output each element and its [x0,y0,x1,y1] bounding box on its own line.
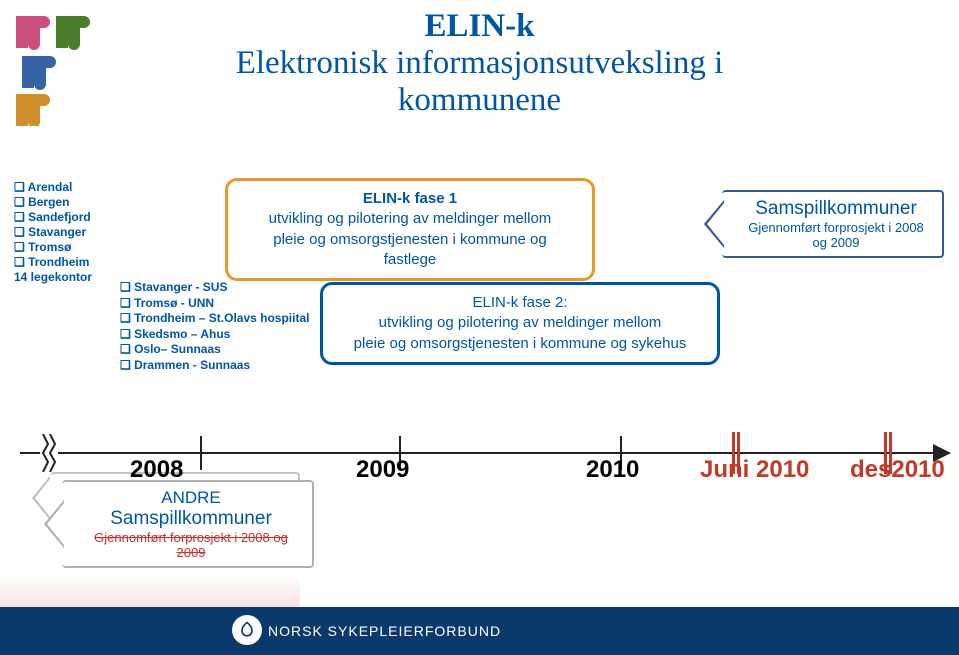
pilot-kommuner-list: ArendalBergenSandefjordStavangerTromsøTr… [14,180,92,285]
samspill-bottom-sub: Gjennomført forprosjekt i 2008 og 2009 [84,530,298,560]
footer-text: NORSK SYKEPLEIERFORBUND [268,623,501,639]
title-line-2: Elektronisk informasjonsutveksling i [0,45,959,82]
timeline-tick [200,436,202,470]
list-item: Arendal [14,180,92,195]
samspill-top-box: Samspillkommuner Gjennomført forprosjekt… [722,190,944,258]
samspill-bottom-box: ANDRE Samspillkommuner Gjennomført forpr… [62,480,314,568]
footer-bar: NORSK SYKEPLEIERFORBUND [0,607,959,655]
list-item: Trondheim – St.Olavs hospiital [120,311,309,327]
list-item: Tromsø [14,240,92,255]
list-item: Stavanger - SUS [120,280,309,296]
list-item: Stavanger [14,225,92,240]
timeline-break [40,434,58,472]
fase1-box: ELIN-k fase 1 utvikling og pilotering av… [225,178,595,281]
footer-shade [0,577,300,607]
timeline-label: Juni 2010 [700,456,809,484]
timeline-label: des2010 [850,456,945,484]
list-item: Bergen [14,195,92,210]
title-line-1: ELIN-k [0,8,959,45]
list-item: Sandefjord [14,210,92,225]
samspill-bottom-title: Samspillkommuner [84,508,298,530]
list-item: Drammen - Sunnaas [120,358,309,374]
slide-title: ELIN-k Elektronisk informasjonsutvekslin… [0,8,959,119]
timeline-label: 2008 [130,456,183,484]
fase1-line2: utvikling og pilotering av meldinger mel… [248,209,572,229]
footer-logo [232,615,262,645]
pilot-footer: 14 legekontor [14,270,92,285]
samspill-top-title: Samspillkommuner [744,198,928,220]
timeline-axis [20,452,939,454]
list-item: Skedsmo – Ahus [120,327,309,343]
timeline-label: 2010 [586,456,639,484]
title-line-3: kommunene [0,82,959,119]
fase1-title: ELIN-k fase 1 [248,189,572,209]
samspill-top-sub: Gjennomført forprosjekt i 2008 og 2009 [744,220,928,250]
list-item: Trondheim [14,255,92,270]
samspill-bottom-pre: ANDRE [84,488,298,508]
fase1-line3: pleie og omsorgstjenesten i kommune og f… [248,230,572,271]
timeline-label: 2009 [356,456,409,484]
hospital-list: Stavanger - SUSTromsø - UNNTrondheim – S… [120,280,309,374]
fase2-line2: utvikling og pilotering av meldinger mel… [343,313,697,333]
list-item: Tromsø - UNN [120,296,309,312]
list-item: Oslo– Sunnaas [120,342,309,358]
fase2-box: ELIN-k fase 2: utvikling og pilotering a… [320,282,720,365]
fase2-title: ELIN-k fase 2: [343,293,697,313]
fase2-line3: pleie og omsorgstjenesten i kommune og s… [343,334,697,354]
